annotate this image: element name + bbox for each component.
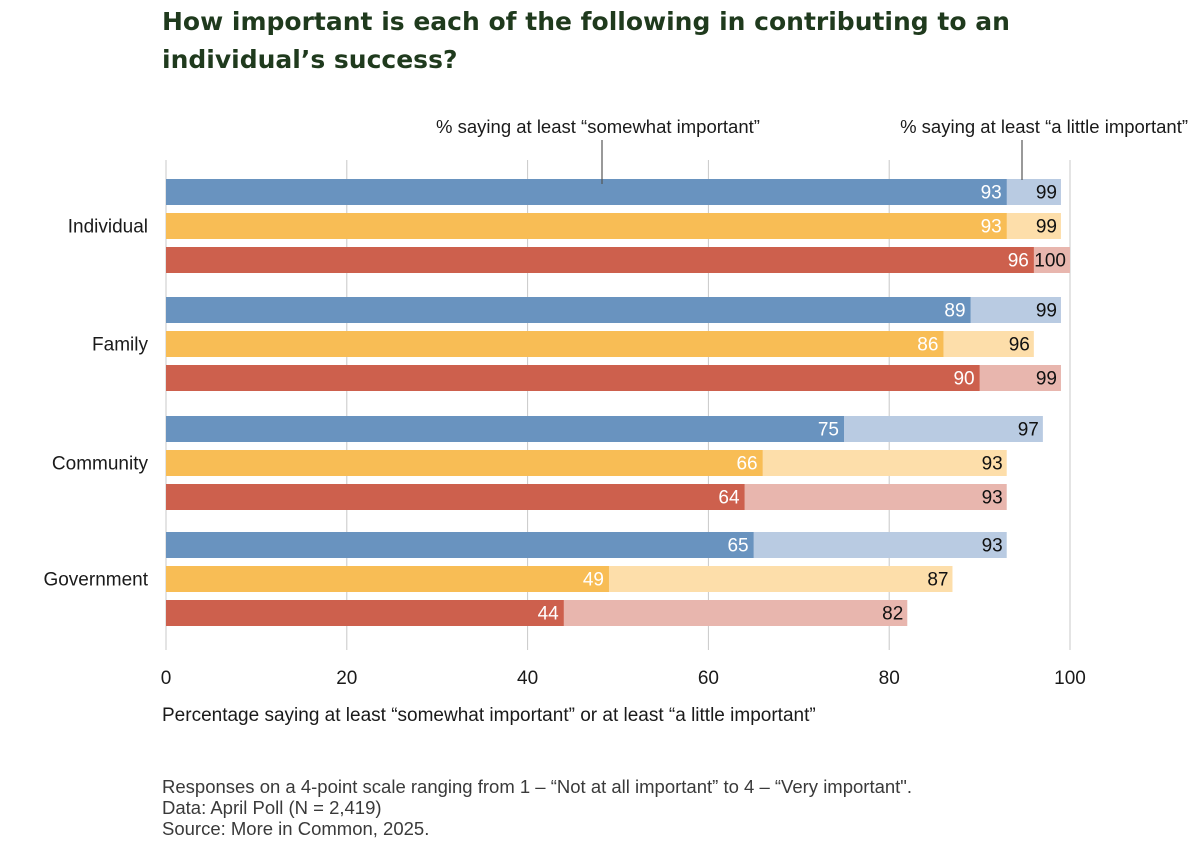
value-little-individual-1: 99 bbox=[1036, 217, 1057, 238]
annotation-somewhat: % saying at least “somewhat important” bbox=[436, 116, 760, 137]
note-data: Data: April Poll (N = 2,419) bbox=[162, 797, 382, 818]
note-source: Source: More in Common, 2025. bbox=[162, 818, 430, 839]
x-tick-20: 20 bbox=[336, 668, 357, 689]
value-somewhat-individual-1: 93 bbox=[981, 217, 1002, 238]
value-somewhat-individual-0: 93 bbox=[981, 183, 1002, 204]
value-somewhat-government-2: 44 bbox=[538, 604, 560, 625]
value-little-community-2: 93 bbox=[982, 488, 1003, 509]
note-scale: Responses on a 4-point scale ranging fro… bbox=[162, 776, 913, 797]
bar-somewhat-government-1 bbox=[166, 566, 609, 592]
value-little-family-1: 96 bbox=[1009, 335, 1030, 356]
bars bbox=[166, 179, 1070, 626]
bar-somewhat-individual-0 bbox=[166, 179, 1007, 205]
annotations: % saying at least “somewhat important” %… bbox=[436, 116, 1188, 184]
chart-notes: Responses on a 4-point scale ranging fro… bbox=[162, 776, 912, 839]
value-somewhat-family-2: 90 bbox=[953, 369, 974, 390]
value-somewhat-community-2: 64 bbox=[718, 488, 740, 509]
bar-somewhat-individual-2 bbox=[166, 247, 1034, 273]
value-little-community-0: 97 bbox=[1018, 420, 1039, 441]
value-little-individual-0: 99 bbox=[1036, 183, 1057, 204]
value-somewhat-government-0: 65 bbox=[727, 536, 748, 557]
bar-somewhat-community-0 bbox=[166, 416, 844, 442]
value-little-family-0: 99 bbox=[1036, 301, 1057, 322]
x-tick-80: 80 bbox=[879, 668, 900, 689]
bar-somewhat-government-2 bbox=[166, 600, 564, 626]
value-little-individual-2: 100 bbox=[1034, 251, 1066, 272]
bar-somewhat-family-0 bbox=[166, 297, 971, 323]
bar-somewhat-individual-1 bbox=[166, 213, 1007, 239]
chart-title: How important is each of the following i… bbox=[162, 7, 1010, 74]
category-label-community: Community bbox=[52, 454, 149, 475]
value-somewhat-community-0: 75 bbox=[818, 420, 839, 441]
category-label-government: Government bbox=[43, 570, 148, 591]
bar-somewhat-government-0 bbox=[166, 532, 754, 558]
x-tick-100: 100 bbox=[1054, 668, 1086, 689]
annotation-little: % saying at least “a little important” bbox=[900, 116, 1188, 137]
value-somewhat-individual-2: 96 bbox=[1008, 251, 1029, 272]
value-little-government-2: 82 bbox=[882, 604, 903, 625]
category-labels: Individual Family Community Government bbox=[43, 217, 148, 591]
x-tick-60: 60 bbox=[698, 668, 719, 689]
bar-somewhat-community-1 bbox=[166, 450, 763, 476]
bar-somewhat-family-2 bbox=[166, 365, 980, 391]
value-little-government-0: 93 bbox=[982, 536, 1003, 557]
bar-somewhat-community-2 bbox=[166, 484, 745, 510]
bar-somewhat-family-1 bbox=[166, 331, 944, 357]
value-little-family-2: 99 bbox=[1036, 369, 1057, 390]
category-label-individual: Individual bbox=[68, 217, 148, 238]
value-somewhat-family-0: 89 bbox=[944, 301, 965, 322]
value-somewhat-community-1: 66 bbox=[736, 454, 757, 475]
x-tick-labels: 0 20 40 60 80 100 bbox=[161, 668, 1086, 689]
category-label-family: Family bbox=[92, 335, 148, 356]
x-tick-0: 0 bbox=[161, 668, 172, 689]
value-little-community-1: 93 bbox=[982, 454, 1003, 475]
value-somewhat-family-1: 86 bbox=[917, 335, 938, 356]
value-somewhat-government-1: 49 bbox=[583, 570, 604, 591]
value-little-government-1: 87 bbox=[927, 570, 948, 591]
x-tick-40: 40 bbox=[517, 668, 538, 689]
x-axis-label: Percentage saying at least “somewhat imp… bbox=[162, 705, 816, 726]
